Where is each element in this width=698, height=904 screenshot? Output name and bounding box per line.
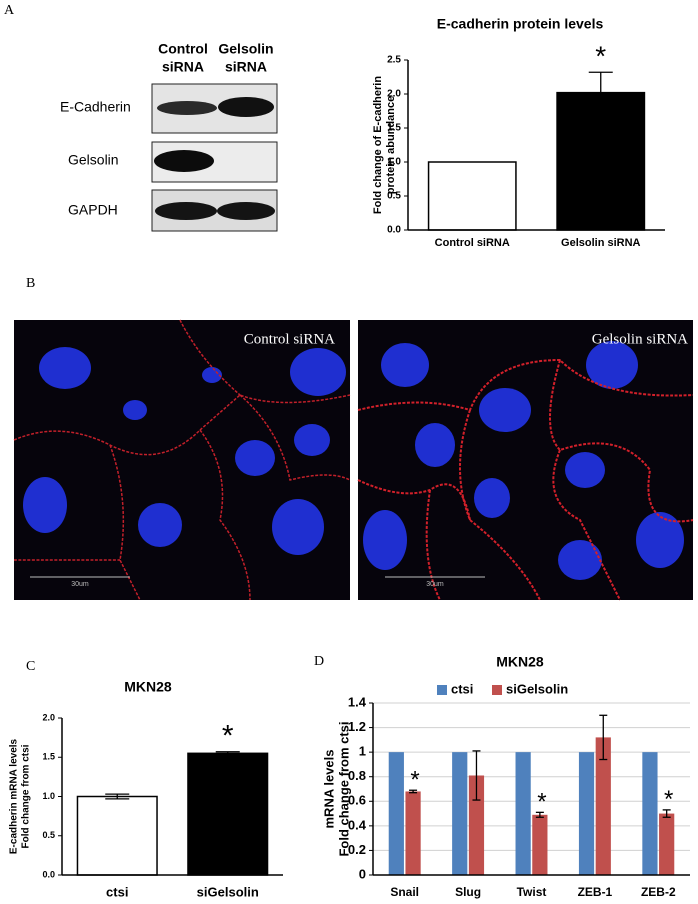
bar xyxy=(556,91,646,231)
band xyxy=(157,101,217,115)
y-tick-label: 0.5 xyxy=(42,830,55,840)
y-axis-label: Fold change of E-cadherin xyxy=(372,76,384,214)
bar xyxy=(578,752,595,875)
blot-column-label: siRNA xyxy=(162,59,204,75)
y-tick-label: 1.2 xyxy=(348,719,366,734)
significance-mark: * xyxy=(595,41,606,72)
blot-column-label: Control xyxy=(158,41,208,57)
x-tick-label: siGelsolin xyxy=(197,884,259,899)
blot-row-label: Gelsolin xyxy=(68,152,119,168)
y-tick-label: 0.4 xyxy=(348,817,367,832)
y-tick-label: 2.0 xyxy=(387,89,401,100)
y-tick-label: 1.0 xyxy=(42,791,55,801)
bar xyxy=(76,795,158,876)
panel-label: B xyxy=(26,276,35,291)
band xyxy=(218,97,274,117)
y-axis-label: mRNA levels xyxy=(321,750,336,829)
membranes xyxy=(357,358,694,601)
scale-bar-label: 30um xyxy=(426,581,444,588)
panel-label: D xyxy=(314,654,324,669)
bar xyxy=(187,752,269,876)
membranes xyxy=(13,319,351,601)
nuclei xyxy=(23,347,346,555)
bar xyxy=(427,161,517,231)
bar xyxy=(642,752,658,875)
panel-label: A xyxy=(4,3,15,18)
bar xyxy=(595,737,611,875)
blot-image xyxy=(151,83,278,232)
x-tick-label: Twist xyxy=(517,885,547,899)
blot-column-label: siRNA xyxy=(225,59,267,75)
panel-label: C xyxy=(26,659,35,674)
x-tick-label: Control siRNA xyxy=(435,237,510,249)
x-tick-label: ctsi xyxy=(106,884,128,899)
y-tick-label: 1.0 xyxy=(387,157,401,168)
bar xyxy=(405,791,421,875)
x-tick-label: ZEB-1 xyxy=(578,885,613,899)
bar xyxy=(659,813,675,875)
significance-mark: * xyxy=(222,720,234,753)
bar xyxy=(388,752,404,875)
image-label: Gelsolin siRNA xyxy=(592,331,688,347)
significance-mark: * xyxy=(410,767,419,794)
y-tick-label: 0.2 xyxy=(348,842,366,857)
bar xyxy=(452,752,468,875)
legend-label: siGelsolin xyxy=(506,681,568,696)
legend-label: ctsi xyxy=(451,681,473,696)
y-axis-label: Fold change from ctsi xyxy=(21,744,32,848)
blot-row-label: GAPDH xyxy=(68,202,118,218)
y-axis-label: E-cadherin mRNA levels xyxy=(9,738,20,854)
chart-title: MKN28 xyxy=(124,679,172,695)
x-tick-label: Gelsolin siRNA xyxy=(561,237,641,249)
y-tick-label: 2.5 xyxy=(387,55,401,66)
blot-rows: E-Cadherin Gelsolin GAPDH xyxy=(60,99,131,218)
significance-mark: * xyxy=(537,789,546,816)
band xyxy=(217,202,275,220)
blot-column-label: Gelsolin xyxy=(218,41,273,57)
blot-headers: Control siRNA Gelsolin siRNA xyxy=(158,41,274,75)
band xyxy=(154,150,214,172)
y-tick-label: 1.5 xyxy=(42,752,55,762)
y-tick-label: 0 xyxy=(359,866,366,881)
chart-title: MKN28 xyxy=(496,654,544,670)
bar xyxy=(515,752,531,875)
image-label: Control siRNA xyxy=(244,331,335,347)
band xyxy=(155,202,217,220)
scale-bar-label: 30um xyxy=(71,581,89,588)
y-tick-label: 0.5 xyxy=(387,191,401,202)
y-axis-label: Fold change from ctsi xyxy=(336,721,351,856)
bar xyxy=(532,814,548,875)
x-tick-label: Slug xyxy=(455,885,481,899)
y-tick-label: 1 xyxy=(359,744,366,759)
legend-swatch xyxy=(492,685,502,695)
significance-mark: * xyxy=(664,786,673,813)
y-tick-label: 0.8 xyxy=(348,768,366,783)
micrograph: 30um Control siRNA xyxy=(13,319,351,601)
x-tick-label: Snail xyxy=(390,885,419,899)
y-tick-label: 0.6 xyxy=(348,793,366,808)
y-tick-label: 0.0 xyxy=(387,225,401,236)
micrograph: 30um Gelsolin siRNA xyxy=(357,320,694,601)
y-tick-label: 1.4 xyxy=(348,694,367,709)
nuclei xyxy=(363,341,684,580)
chart-title: E-cadherin protein levels xyxy=(437,16,604,32)
y-tick-label: 2.0 xyxy=(42,712,55,722)
x-tick-label: ZEB-2 xyxy=(641,885,676,899)
blot-row-label: E-Cadherin xyxy=(60,99,131,115)
y-tick-label: 0.0 xyxy=(42,869,55,879)
y-axis-label: protein abundance xyxy=(385,96,397,194)
y-tick-label: 1.5 xyxy=(387,123,401,134)
legend-swatch xyxy=(437,685,447,695)
